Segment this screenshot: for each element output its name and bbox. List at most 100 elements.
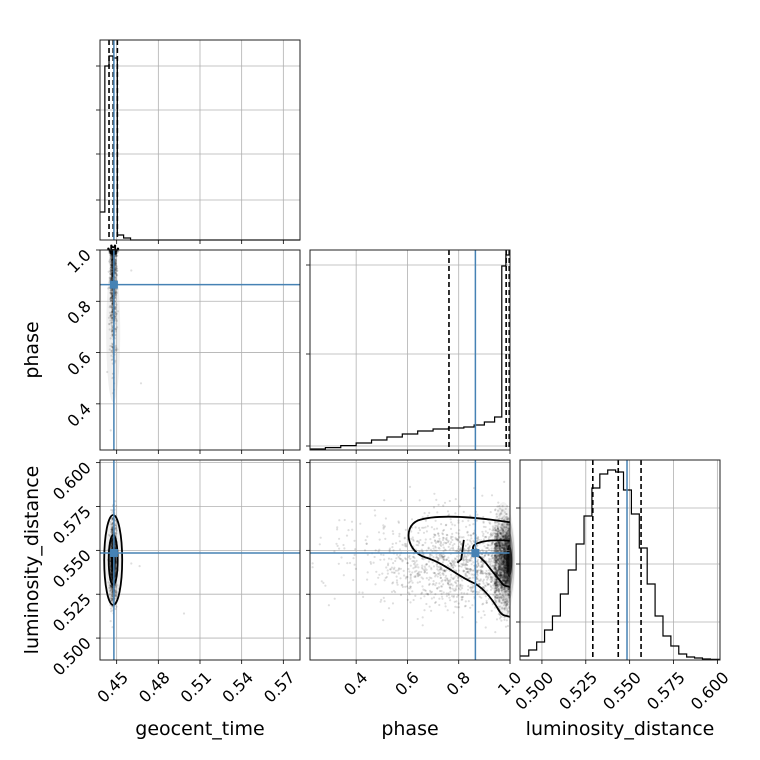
sample-point <box>114 589 117 592</box>
sample-point <box>456 579 460 583</box>
sample-point <box>472 539 475 542</box>
sample-point <box>484 584 487 588</box>
sample-point <box>353 563 356 566</box>
sample-point <box>111 311 114 314</box>
sample-point <box>114 262 117 265</box>
sample-point <box>449 599 452 602</box>
sample-point <box>110 259 113 262</box>
sample-point <box>421 624 424 627</box>
sample-point <box>447 556 450 559</box>
sample-point <box>109 272 112 275</box>
sample-point <box>438 597 441 600</box>
sample-point <box>377 576 380 579</box>
sample-point <box>110 266 113 269</box>
sample-point <box>451 523 454 526</box>
sample-point <box>425 602 428 606</box>
sample-point <box>114 259 117 262</box>
sample-point <box>114 264 117 267</box>
sample-point <box>111 345 114 348</box>
sample-point <box>454 498 457 501</box>
sample-point <box>458 565 461 568</box>
sample-point <box>110 330 114 333</box>
sample-point <box>114 546 117 549</box>
sample-point <box>182 612 186 615</box>
sample-point <box>110 311 113 314</box>
sample-point <box>483 613 486 617</box>
sample-point <box>390 566 393 569</box>
sample-point <box>111 574 114 577</box>
sample-point <box>111 544 114 548</box>
sample-point <box>110 591 113 594</box>
sample-point <box>427 546 430 549</box>
sample-point <box>109 265 112 268</box>
sample-point <box>462 510 465 513</box>
sample-point <box>481 494 484 497</box>
sample-point <box>442 550 445 553</box>
sample-point <box>378 573 381 576</box>
sample-point <box>436 511 439 514</box>
sample-point <box>467 588 470 591</box>
sample-point <box>111 272 114 275</box>
sample-point <box>480 569 483 572</box>
sample-point <box>320 580 323 583</box>
sample-point <box>489 510 492 514</box>
sample-point <box>110 273 113 276</box>
sample-point <box>345 534 349 537</box>
sample-point <box>491 525 494 528</box>
sample-point <box>426 592 429 596</box>
sample-point <box>490 494 494 497</box>
sample-point <box>114 293 117 296</box>
sample-point <box>496 597 499 600</box>
sample-point <box>487 553 490 556</box>
sample-point <box>424 538 427 541</box>
sample-point <box>110 269 113 272</box>
sample-point <box>110 273 113 276</box>
sample-point <box>451 595 454 598</box>
sample-point <box>389 568 392 571</box>
sample-point <box>423 570 426 574</box>
sample-point <box>417 531 420 535</box>
sample-point <box>378 538 381 541</box>
sample-point <box>503 480 506 483</box>
sample-point <box>401 543 404 546</box>
sample-point <box>115 605 118 608</box>
sample-point <box>455 585 458 588</box>
sample-point <box>372 561 375 564</box>
sample-point <box>502 601 505 604</box>
sample-point <box>374 583 377 586</box>
sample-point <box>442 591 445 594</box>
sample-point <box>110 273 113 276</box>
sample-point <box>463 605 467 608</box>
sample-point <box>485 575 488 578</box>
sample-point <box>404 557 407 560</box>
sample-point <box>110 254 114 257</box>
sample-point <box>451 584 454 587</box>
sample-point <box>111 564 114 567</box>
sample-point <box>387 562 390 565</box>
sample-point <box>425 530 428 533</box>
sample-point <box>397 572 400 575</box>
sample-point <box>453 576 456 579</box>
sample-point <box>444 602 447 605</box>
sample-point <box>499 512 502 516</box>
sample-point <box>110 330 113 333</box>
sample-point <box>448 596 451 599</box>
sample-point <box>109 584 112 587</box>
sample-point <box>402 569 405 573</box>
sample-point <box>111 278 114 281</box>
sample-point <box>111 261 114 265</box>
sample-point <box>110 577 113 580</box>
sample-point <box>409 601 412 604</box>
sample-point <box>110 259 114 262</box>
sample-point <box>450 576 453 579</box>
sample-point <box>436 587 439 590</box>
sample-point <box>109 272 112 276</box>
sample-point <box>393 566 396 569</box>
sample-point <box>110 264 114 267</box>
sample-point <box>504 507 507 510</box>
sample-point <box>311 566 314 569</box>
sample-point <box>114 253 117 256</box>
sample-point <box>109 290 113 293</box>
sample-point <box>110 569 113 572</box>
sample-point <box>116 584 119 587</box>
